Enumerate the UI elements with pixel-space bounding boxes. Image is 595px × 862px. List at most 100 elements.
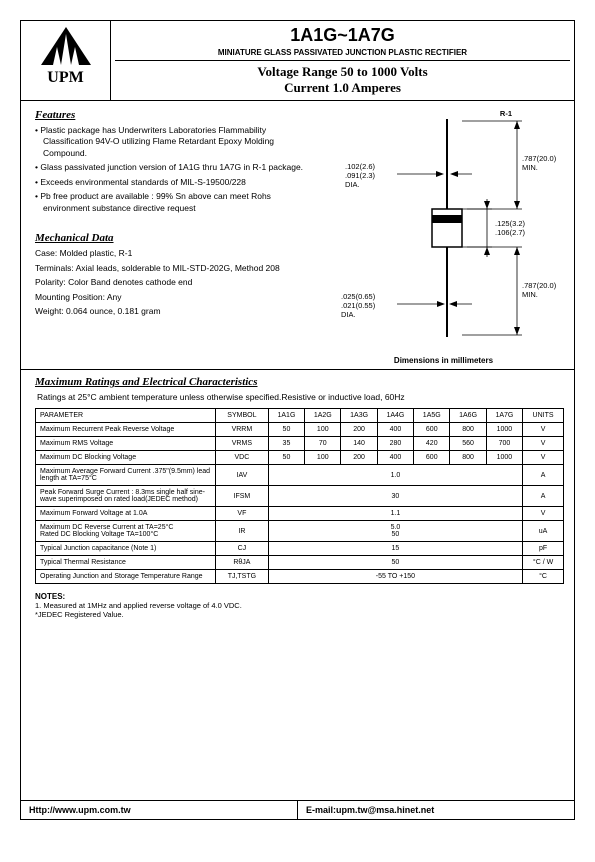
symbol-cell: IR bbox=[216, 521, 269, 542]
feature-item: Plastic package has Underwriters Laborat… bbox=[35, 125, 313, 159]
value-cell: 200 bbox=[341, 423, 377, 437]
dim-body-h: .125(3.2) .106(2.7) bbox=[495, 219, 525, 237]
value-span-cell: 1.0 bbox=[268, 465, 522, 486]
value-cell: 420 bbox=[414, 437, 450, 451]
table-row: Operating Junction and Storage Temperatu… bbox=[36, 570, 564, 584]
value-cell: 100 bbox=[305, 451, 341, 465]
value-cell: 800 bbox=[450, 451, 486, 465]
logo-text: UPM bbox=[25, 69, 106, 87]
value-cell: 1000 bbox=[486, 423, 522, 437]
unit-cell: V bbox=[523, 423, 564, 437]
value-cell: 800 bbox=[450, 423, 486, 437]
value-span-cell: 30 bbox=[268, 486, 522, 507]
table-row: Typical Junction capacitance (Note 1)CJ1… bbox=[36, 542, 564, 556]
unit-cell: °C / W bbox=[523, 556, 564, 570]
table-row: Peak Forward Surge Current : 8.3ms singl… bbox=[36, 486, 564, 507]
header-divider bbox=[115, 60, 570, 61]
param-cell: Peak Forward Surge Current : 8.3ms singl… bbox=[36, 486, 216, 507]
mechanical-line: Polarity: Color Band denotes cathode end bbox=[35, 277, 313, 288]
table-header: PARAMETER bbox=[36, 409, 216, 423]
table-header: UNITS bbox=[523, 409, 564, 423]
logo-icon bbox=[41, 27, 91, 65]
voltage-range: Voltage Range 50 to 1000 Volts bbox=[115, 64, 570, 80]
value-cell: 200 bbox=[341, 451, 377, 465]
table-row: Maximum Average Forward Current .375"(9.… bbox=[36, 465, 564, 486]
value-span-cell: 15 bbox=[268, 542, 522, 556]
part-number: 1A1G~1A7G bbox=[115, 25, 570, 46]
param-cell: Maximum DC Blocking Voltage bbox=[36, 451, 216, 465]
symbol-cell: VF bbox=[216, 507, 269, 521]
dim-body-dia: .102(2.6) .091(2.3) DIA. bbox=[345, 162, 375, 189]
subtitle: MINIATURE GLASS PASSIVATED JUNCTION PLAS… bbox=[115, 48, 570, 57]
value-cell: 600 bbox=[414, 451, 450, 465]
mechanical-line: Mounting Position: Any bbox=[35, 292, 313, 303]
symbol-cell: IAV bbox=[216, 465, 269, 486]
param-cell: Maximum Recurrent Peak Reverse Voltage bbox=[36, 423, 216, 437]
param-cell: Operating Junction and Storage Temperatu… bbox=[36, 570, 216, 584]
footer-site: Http://www.upm.com.tw bbox=[21, 801, 298, 819]
value-span-cell: 50 bbox=[268, 556, 522, 570]
features-list: Plastic package has Underwriters Laborat… bbox=[35, 125, 313, 214]
table-header: 1A6G bbox=[450, 409, 486, 423]
table-row: Maximum DC Blocking VoltageVDC5010020040… bbox=[36, 451, 564, 465]
param-cell: Maximum RMS Voltage bbox=[36, 437, 216, 451]
symbol-cell: RθJA bbox=[216, 556, 269, 570]
value-span-cell: -55 TO +150 bbox=[268, 570, 522, 584]
value-cell: 700 bbox=[486, 437, 522, 451]
note-line: 1. Measured at 1MHz and applied reverse … bbox=[35, 601, 564, 610]
symbol-cell: CJ bbox=[216, 542, 269, 556]
table-header: 1A2G bbox=[305, 409, 341, 423]
ratings-section: Maximum Ratings and Electrical Character… bbox=[21, 370, 574, 588]
feature-item: Exceeds environmental standards of MIL-S… bbox=[35, 177, 313, 188]
features-title: Features bbox=[35, 109, 313, 121]
value-cell: 140 bbox=[341, 437, 377, 451]
param-cell: Maximum Average Forward Current .375"(9.… bbox=[36, 465, 216, 486]
value-cell: 1000 bbox=[486, 451, 522, 465]
mechanical-section: Mechanical Data Case: Molded plastic, R-… bbox=[35, 232, 313, 317]
table-row: Maximum Recurrent Peak Reverse VoltageVR… bbox=[36, 423, 564, 437]
value-cell: 50 bbox=[268, 451, 304, 465]
footer: Http://www.upm.com.tw E-mail:upm.tw@msa.… bbox=[21, 800, 574, 819]
mechanical-line: Terminals: Axial leads, solderable to MI… bbox=[35, 263, 313, 274]
title-cell: 1A1G~1A7G MINIATURE GLASS PASSIVATED JUN… bbox=[111, 21, 574, 100]
param-cell: Typical Junction capacitance (Note 1) bbox=[36, 542, 216, 556]
dim-lead-len-top: .787(20.0) MIN. bbox=[522, 154, 556, 172]
table-header: 1A4G bbox=[377, 409, 413, 423]
unit-cell: V bbox=[523, 451, 564, 465]
notes-title: NOTES: bbox=[35, 592, 564, 601]
left-column: Features Plastic package has Underwriter… bbox=[21, 101, 321, 369]
page: UPM 1A1G~1A7G MINIATURE GLASS PASSIVATED… bbox=[20, 20, 575, 820]
ratings-title: Maximum Ratings and Electrical Character… bbox=[35, 376, 564, 388]
mechanical-title: Mechanical Data bbox=[35, 232, 313, 244]
param-cell: Typical Thermal Resistance bbox=[36, 556, 216, 570]
table-header: 1A1G bbox=[268, 409, 304, 423]
value-cell: 100 bbox=[305, 423, 341, 437]
value-cell: 50 bbox=[268, 423, 304, 437]
unit-cell: V bbox=[523, 437, 564, 451]
table-header: 1A7G bbox=[486, 409, 522, 423]
dim-lead-dia: .025(0.65) .021(0.55) DIA. bbox=[341, 292, 375, 319]
param-cell: Maximum Forward Voltage at 1.0A bbox=[36, 507, 216, 521]
feature-item: Glass passivated junction version of 1A1… bbox=[35, 162, 313, 173]
notes-lines: 1. Measured at 1MHz and applied reverse … bbox=[35, 601, 564, 619]
param-cell: Maximum DC Reverse Current at TA=25°CRat… bbox=[36, 521, 216, 542]
dim-lead-len-bot: .787(20.0) MIN. bbox=[522, 281, 556, 299]
diagram-column: R-1 bbox=[321, 101, 574, 369]
value-span-cell: 1.1 bbox=[268, 507, 522, 521]
table-row: Maximum RMS VoltageVRMS35701402804205607… bbox=[36, 437, 564, 451]
unit-cell: A bbox=[523, 486, 564, 507]
unit-cell: V bbox=[523, 507, 564, 521]
value-span-cell: 5.050 bbox=[268, 521, 522, 542]
table-header: 1A3G bbox=[341, 409, 377, 423]
symbol-cell: VRMS bbox=[216, 437, 269, 451]
header: UPM 1A1G~1A7G MINIATURE GLASS PASSIVATED… bbox=[21, 21, 574, 101]
table-header: SYMBOL bbox=[216, 409, 269, 423]
value-cell: 600 bbox=[414, 423, 450, 437]
unit-cell: uA bbox=[523, 521, 564, 542]
table-header: 1A5G bbox=[414, 409, 450, 423]
unit-cell: °C bbox=[523, 570, 564, 584]
footer-email: E-mail:upm.tw@msa.hinet.net bbox=[298, 801, 574, 819]
notes-section: NOTES: 1. Measured at 1MHz and applied r… bbox=[21, 588, 574, 625]
table-row: Maximum Forward Voltage at 1.0AVF1.1V bbox=[36, 507, 564, 521]
diagram-package-label: R-1 bbox=[500, 109, 512, 118]
